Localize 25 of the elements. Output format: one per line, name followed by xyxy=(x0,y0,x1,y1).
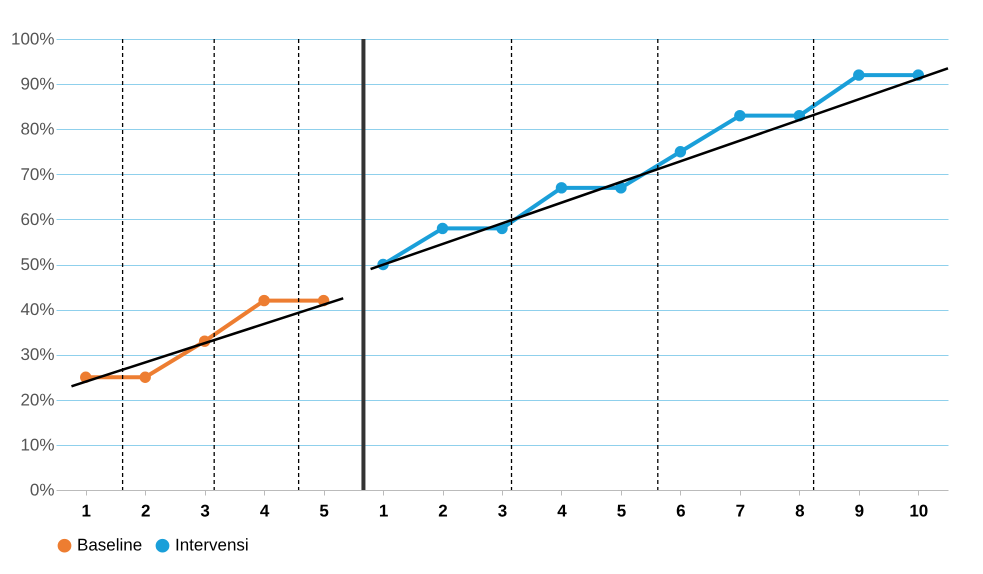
x2-tick-label: 10 xyxy=(909,502,928,520)
y-tick-label: 70% xyxy=(20,164,54,184)
x-tick-label: 2 xyxy=(140,502,150,520)
x2-tick-label: 9 xyxy=(854,502,864,520)
y-tick-label: 0% xyxy=(30,480,54,500)
y-tick-label: 50% xyxy=(20,255,54,274)
y-tick-label: 20% xyxy=(20,390,54,410)
legend-label: Intervensi xyxy=(175,536,249,555)
y-tick-label: 40% xyxy=(20,300,54,320)
x-tick-label: 5 xyxy=(319,502,329,520)
y-tick-label: 30% xyxy=(20,345,54,364)
x2-tick-label: 7 xyxy=(736,502,746,520)
x2-tick-label: 6 xyxy=(676,502,686,520)
x2-tick-label: 8 xyxy=(795,502,805,520)
y-tick-label: 80% xyxy=(20,120,54,139)
x-tick-label: 4 xyxy=(260,502,270,520)
x-tick-label: 3 xyxy=(200,502,210,520)
y-tick-label: 90% xyxy=(20,74,54,94)
x-tick-label: 1 xyxy=(82,502,91,520)
y-tick-label: 60% xyxy=(20,210,54,229)
legend-label: Baseline xyxy=(77,536,142,555)
y-tick-label: 10% xyxy=(20,435,54,454)
point xyxy=(258,294,270,306)
point xyxy=(140,372,151,383)
y-tick-label: 100% xyxy=(11,30,54,48)
